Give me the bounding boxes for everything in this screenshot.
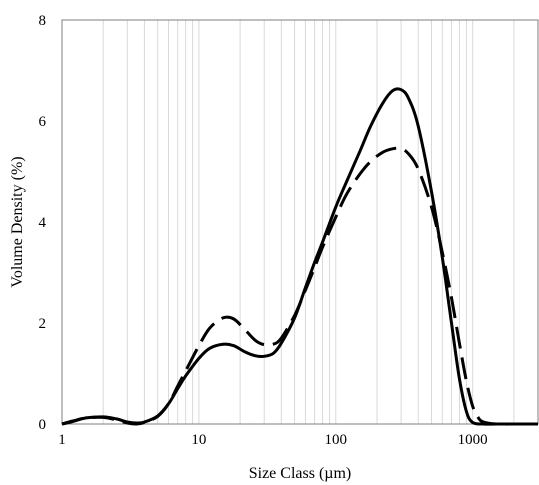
y-tick-label: 0: [39, 417, 47, 433]
y-axis-title: Volume Density (%): [9, 156, 26, 287]
y-tick-label: 2: [39, 316, 47, 332]
y-tick-label: 6: [39, 114, 47, 130]
x-tick-label: 100: [325, 432, 348, 448]
x-axis-tick-labels: 1 10 100 1000: [58, 432, 487, 448]
y-axis-tick-labels: 0 2 4 6 8: [39, 13, 47, 433]
grid-lines: [61, 20, 539, 424]
x-tick-label: 1: [58, 432, 66, 448]
x-axis-title: Size Class (µm): [249, 465, 352, 482]
x-tick-label: 1000: [458, 432, 488, 448]
series-layer: [61, 87, 538, 426]
y-tick-label: 4: [39, 215, 47, 231]
x-tick-label: 10: [191, 432, 206, 448]
series-line-solid: [61, 87, 538, 426]
y-tick-label: 8: [39, 13, 47, 29]
plot-area-frame: [61, 19, 539, 425]
series-line-dashed: [61, 146, 538, 426]
